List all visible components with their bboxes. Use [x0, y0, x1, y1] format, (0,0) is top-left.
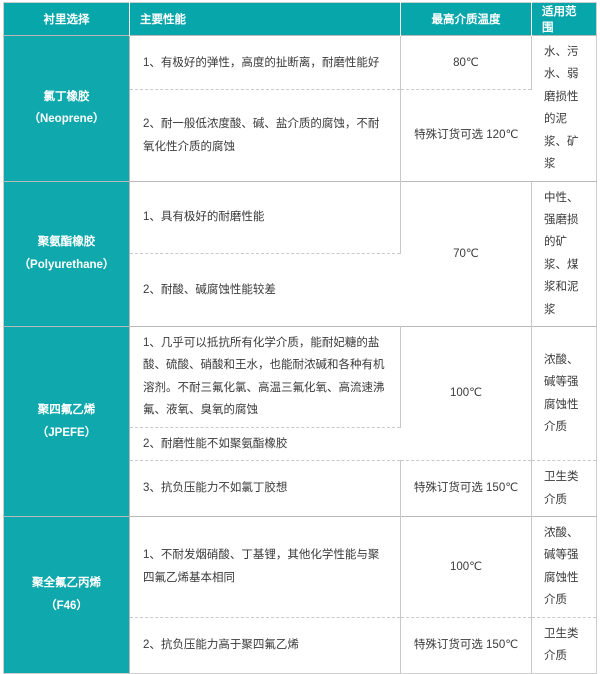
lining-selection-table: 衬里选择 主要性能 最高介质温度 适用范围 氯丁橡胶 （Neoprene） 1、有极… — [3, 2, 597, 674]
table-row: 聚全氟乙丙烯 （F46） 1、不耐发烟硝酸、丁基锂，其他化学性能与聚四氟乙烯基本相同… — [3, 516, 597, 674]
table-row: 氯丁橡胶 （Neoprene） 1、有极好的弹性，高度的扯断离，耐磨性能好 80℃ 水、… — [3, 34, 597, 182]
material-name-cell: 聚四氟乙烯 （JPEFE） — [3, 326, 130, 517]
performance-cell: 2、耐一般低浓度酸、碱、盐介质的腐蚀，不耐氧化性介质的腐蚀 — [129, 89, 401, 182]
temperature-cell: 100℃ — [400, 326, 532, 461]
performance-cell: 2、耐磨性能不如聚氨酯橡胶 — [129, 426, 401, 461]
temperature-cell: 70℃ — [400, 180, 532, 327]
material-name-cn: 氯丁橡胶 — [43, 90, 90, 103]
material-name-cn: 聚氨酯橡胶 — [37, 236, 96, 249]
temperature-cell: 特殊订货可选 150℃ — [400, 460, 532, 517]
scope-cell: 浓酸、碱等强腐蚀性介质 — [531, 326, 597, 461]
header-cell-material: 衬里选择 — [3, 2, 130, 36]
temperature-cell: 100℃ — [400, 516, 532, 618]
scope-cell: 浓酸、碱等强腐蚀性介质 — [531, 516, 597, 618]
performance-cell: 1、几乎可以抵抗所有化学介质，能耐妃糖的盐酸、硫酸、硝酸和王水，也能耐浓碱和各种… — [129, 326, 401, 428]
performance-cell: 1、有极好的弹性，高度的扯断离，耐磨性能好 — [129, 34, 401, 90]
temperature-cell: 特殊订货可选 150℃ — [400, 616, 532, 674]
material-name-cn: 聚四氟乙烯 — [37, 404, 96, 417]
performance-cell: 1、不耐发烟硝酸、丁基锂，其他化学性能与聚四氟乙烯基本相同 — [129, 516, 401, 618]
temperature-cell: 80℃ — [400, 34, 532, 90]
scope-cell: 水、污水、弱磨损性的泥浆、矿浆 — [531, 35, 597, 182]
performance-cell: 2、耐酸、碱腐蚀性能较差 — [129, 253, 401, 327]
performance-cell: 1、具有极好的耐磨性能 — [129, 180, 401, 254]
performance-cell: 3、抗负压能力不如氯丁胶想 — [129, 460, 401, 517]
material-name-cell: 聚全氟乙丙烯 （F46） — [3, 516, 130, 674]
header-cell-scope: 适用范围 — [531, 2, 597, 36]
material-name-en: （Polyurethane） — [18, 258, 115, 271]
material-name-en: （Neoprene） — [28, 113, 105, 126]
scope-cell: 卫生类介质 — [531, 460, 597, 517]
table-header: 衬里选择 主要性能 最高介质温度 适用范围 — [3, 2, 597, 36]
material-name-cell: 氯丁橡胶 （Neoprene） — [3, 35, 130, 182]
table-body: 氯丁橡胶 （Neoprene） 1、有极好的弹性，高度的扯断离，耐磨性能好 80℃ 水、… — [3, 34, 597, 674]
scope-cell: 中性、强磨损的矿浆、煤浆和泥浆 — [531, 180, 597, 327]
temperature-cell: 特殊订货可选 120℃ — [400, 89, 532, 182]
lining-selection-table-container: 衬里选择 主要性能 最高介质温度 适用范围 氯丁橡胶 （Neoprene） 1、有极… — [3, 2, 597, 674]
material-name-en: （JPEFE） — [36, 426, 97, 439]
header-cell-performance: 主要性能 — [129, 2, 401, 36]
material-name-en: （F46） — [45, 599, 88, 612]
header-cell-temperature: 最高介质温度 — [400, 2, 532, 36]
table-row: 2、耐酸、碱腐蚀性能较差 — [4, 253, 597, 327]
scope-cell: 卫生类介质 — [531, 616, 597, 674]
table-row: 聚氨酯橡胶 （Polyurethane） 1、具有极好的耐磨性能 70℃ 中性、强磨损的… — [3, 180, 597, 327]
material-name-cn: 聚全氟乙丙烯 — [32, 577, 101, 590]
material-name-cell: 聚氨酯橡胶 （Polyurethane） — [3, 180, 130, 327]
table-row: 2、耐一般低浓度酸、碱、盐介质的腐蚀，不耐氧化性介质的腐蚀 特殊订货可选 120℃ — [4, 89, 597, 182]
performance-cell: 2、抗负压能力高于聚四氟乙烯 — [129, 616, 401, 674]
table-row: 聚四氟乙烯 （JPEFE） 1、几乎可以抵抗所有化学介质，能耐妃糖的盐酸、硫酸、硝酸… — [3, 326, 597, 517]
header-row: 衬里选择 主要性能 最高介质温度 适用范围 — [3, 2, 597, 36]
